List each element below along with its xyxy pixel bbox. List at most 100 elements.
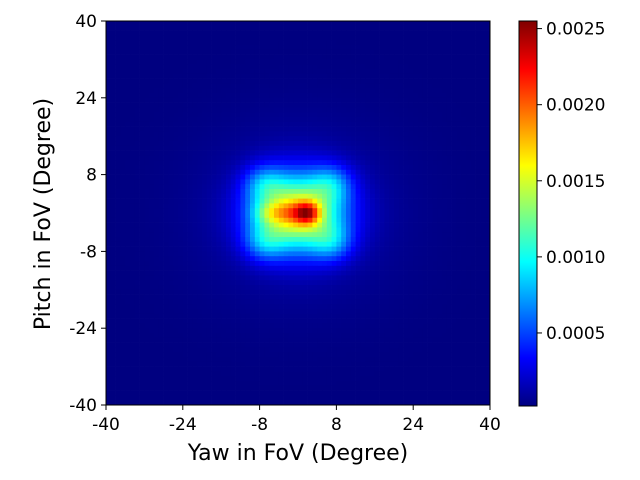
heatmap-cell: [446, 313, 452, 319]
heatmap-cell: [475, 237, 481, 243]
heatmap-cell: [331, 246, 337, 252]
heatmap-cell: [163, 160, 169, 166]
heatmap-cell: [485, 165, 491, 171]
heatmap-cell: [182, 261, 188, 267]
heatmap-cell: [235, 25, 241, 31]
heatmap-cell: [355, 150, 361, 156]
heatmap-cell: [470, 265, 476, 271]
heatmap-cell: [144, 309, 150, 315]
heatmap-cell: [475, 265, 481, 271]
heatmap-cell: [365, 49, 371, 55]
heatmap-cell: [149, 189, 155, 195]
heatmap-cell: [408, 237, 414, 243]
heatmap-cell: [283, 246, 289, 252]
heatmap-cell: [115, 107, 121, 113]
heatmap-cell: [139, 165, 145, 171]
heatmap-cell: [130, 270, 136, 276]
heatmap-cell: [278, 237, 284, 243]
heatmap-cell: [178, 97, 184, 103]
heatmap-cell: [451, 160, 457, 166]
heatmap-cell: [288, 241, 294, 247]
heatmap-cell: [197, 174, 203, 180]
heatmap-cell: [235, 112, 241, 118]
heatmap-cell: [173, 78, 179, 84]
heatmap-cell: [475, 30, 481, 36]
heatmap-cell: [341, 179, 347, 185]
heatmap-cell: [326, 217, 332, 223]
heatmap-cell: [461, 165, 467, 171]
heatmap-cell: [427, 150, 433, 156]
heatmap-cell: [250, 25, 256, 31]
heatmap-cell: [163, 174, 169, 180]
heatmap-cell: [115, 141, 121, 147]
heatmap-cell: [317, 261, 323, 267]
heatmap-cell: [322, 261, 328, 267]
heatmap-cell: [182, 169, 188, 175]
heatmap-cell: [427, 217, 433, 223]
heatmap-cell: [134, 97, 140, 103]
heatmap-cell: [158, 304, 164, 310]
heatmap-cell: [254, 193, 260, 199]
heatmap-cell: [235, 45, 241, 51]
heatmap-cell: [422, 165, 428, 171]
heatmap-cell: [149, 270, 155, 276]
heatmap-cell: [408, 21, 414, 27]
heatmap-cell: [274, 203, 280, 209]
heatmap-cell: [307, 117, 313, 123]
heatmap-cell: [278, 174, 284, 180]
heatmap-cell: [130, 256, 136, 262]
heatmap-cell: [163, 141, 169, 147]
heatmap-cell: [149, 251, 155, 257]
heatmap-cell: [307, 265, 313, 271]
heatmap-cell: [187, 112, 193, 118]
heatmap-cell: [466, 222, 472, 228]
heatmap-cell: [456, 112, 462, 118]
heatmap-cell: [422, 203, 428, 209]
heatmap-cell: [403, 189, 409, 195]
heatmap-cell: [274, 174, 280, 180]
heatmap-cell: [466, 21, 472, 27]
heatmap-cell: [326, 73, 332, 79]
heatmap-cell: [442, 126, 448, 132]
heatmap-cell: [134, 35, 140, 41]
heatmap-cell: [250, 261, 256, 267]
heatmap-cell: [466, 83, 472, 89]
heatmap-cell: [341, 198, 347, 204]
heatmap-cell: [283, 45, 289, 51]
heatmap-cell: [187, 131, 193, 137]
heatmap-cell: [312, 213, 318, 219]
heatmap-cell: [240, 251, 246, 257]
heatmap-cell: [312, 246, 318, 252]
heatmap-cell: [365, 40, 371, 46]
heatmap-cell: [216, 73, 222, 79]
heatmap-cell: [259, 150, 265, 156]
heatmap-cell: [226, 313, 232, 319]
heatmap-cell: [115, 241, 121, 247]
heatmap-cell: [269, 102, 275, 108]
heatmap-cell: [293, 313, 299, 319]
heatmap-cell: [485, 59, 491, 65]
heatmap-cell: [254, 35, 260, 41]
heatmap-cell: [274, 45, 280, 51]
heatmap-cell: [384, 217, 390, 223]
heatmap-cell: [106, 280, 112, 286]
heatmap-cell: [403, 136, 409, 142]
heatmap-cell: [456, 107, 462, 113]
heatmap-cell: [422, 35, 428, 41]
heatmap-cell: [274, 131, 280, 137]
heatmap-cell: [288, 49, 294, 55]
heatmap-cell: [202, 203, 208, 209]
heatmap-cell: [341, 107, 347, 113]
heatmap-cell: [427, 141, 433, 147]
heatmap-cell: [331, 131, 337, 137]
heatmap-cell: [475, 179, 481, 185]
heatmap-cell: [408, 261, 414, 267]
heatmap-cell: [158, 131, 164, 137]
heatmap-cell: [379, 54, 385, 60]
heatmap-cell: [298, 40, 304, 46]
heatmap-cell: [278, 160, 284, 166]
heatmap-cell: [192, 83, 198, 89]
heatmap-cell: [187, 30, 193, 36]
heatmap-cell: [269, 270, 275, 276]
heatmap-cell: [302, 69, 308, 75]
